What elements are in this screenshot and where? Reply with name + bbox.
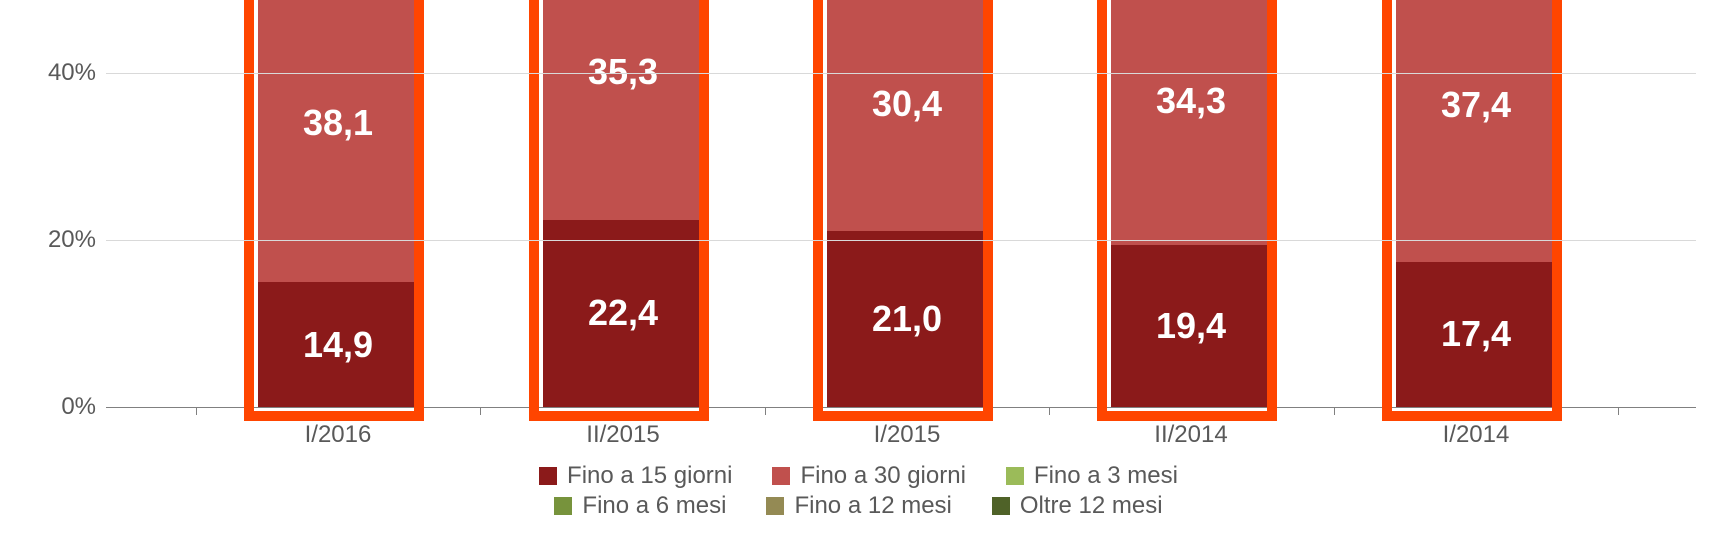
bar-segment-fino15: 17,4 (1396, 262, 1556, 407)
x-axis-tick (765, 407, 766, 415)
legend-swatch (772, 467, 790, 485)
legend-label: Fino a 6 mesi (582, 492, 726, 520)
y-axis-tick-label: 20% (0, 226, 96, 254)
legend-row: Fino a 15 giorni Fino a 30 giorni Fino a 3… (0, 462, 1717, 490)
x-axis-category-label: II/2014 (1091, 421, 1291, 449)
x-axis-category-label: I/2014 (1376, 421, 1576, 449)
x-axis-tick (1334, 407, 1335, 415)
bar-segment-fino30: 35,3 (543, 0, 703, 220)
bar-segment-fino30: 34,3 (1111, 0, 1271, 245)
plot-area: 14,9 38,1 22,4 35,3 21,0 30,4 19,4 34,3 17,4 37,4 (106, 0, 1696, 408)
legend-row: Fino a 6 mesi Fino a 12 mesi Oltre 12 mesi (0, 492, 1717, 520)
bar-value-label: 17,4 (1396, 313, 1556, 355)
legend-item-fino6m: Fino a 6 mesi (554, 492, 726, 520)
bar-segment-fino15: 14,9 (258, 282, 418, 407)
bar-segment-fino15: 21,0 (827, 231, 987, 407)
x-axis-tick (196, 407, 197, 415)
legend-item-fino15: Fino a 15 giorni (539, 462, 732, 490)
legend-item-fino30: Fino a 30 giorni (772, 462, 965, 490)
legend-item-oltre12m: Oltre 12 mesi (992, 492, 1163, 520)
bar-value-label: 19,4 (1111, 305, 1271, 347)
bar-value-label: 14,9 (258, 324, 418, 366)
bar-value-label: 34,3 (1111, 80, 1271, 122)
legend-label: Fino a 3 mesi (1034, 462, 1178, 490)
bar-value-label: 21,0 (827, 298, 987, 340)
bar-value-label: 38,1 (258, 102, 418, 144)
x-axis-tick (480, 407, 481, 415)
legend-label: Fino a 12 mesi (794, 492, 951, 520)
legend-label: Oltre 12 mesi (1020, 492, 1163, 520)
legend-label: Fino a 15 giorni (567, 462, 732, 490)
legend-label: Fino a 30 giorni (800, 462, 965, 490)
x-axis-category-label: II/2015 (523, 421, 723, 449)
legend-swatch (992, 497, 1010, 515)
legend-item-fino3m: Fino a 3 mesi (1006, 462, 1178, 490)
x-axis-category-label: I/2015 (807, 421, 1007, 449)
bar-segment-fino30: 30,4 (827, 0, 987, 231)
gridline (106, 240, 1696, 241)
bar-value-label: 22,4 (543, 292, 703, 334)
x-axis-tick (1049, 407, 1050, 415)
bar-segment-fino30: 37,4 (1396, 0, 1556, 262)
bar-value-label: 30,4 (827, 83, 987, 125)
gridline (106, 73, 1696, 74)
y-axis-tick-label: 0% (0, 393, 96, 421)
legend-swatch (1006, 467, 1024, 485)
legend-swatch (766, 497, 784, 515)
chart-legend: Fino a 15 giorni Fino a 30 giorni Fino a 3… (0, 460, 1717, 522)
legend-swatch (539, 467, 557, 485)
x-axis-tick (1618, 407, 1619, 415)
y-axis-tick-label: 40% (0, 59, 96, 87)
bar-value-label: 37,4 (1396, 84, 1556, 126)
bar-segment-fino15: 22,4 (543, 220, 703, 407)
x-axis-category-label: I/2016 (238, 421, 438, 449)
bar-segment-fino15: 19,4 (1111, 245, 1271, 407)
legend-item-fino12m: Fino a 12 mesi (766, 492, 951, 520)
legend-swatch (554, 497, 572, 515)
stacked-bar-chart: 14,9 38,1 22,4 35,3 21,0 30,4 19,4 34,3 17,4 37,4… (0, 0, 1717, 559)
